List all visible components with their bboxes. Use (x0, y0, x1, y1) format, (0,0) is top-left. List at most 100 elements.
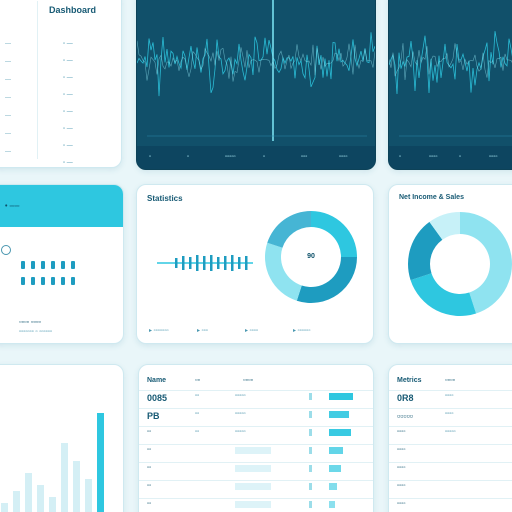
table-header-cell: Name (147, 377, 167, 384)
table-cell: ▫▫ (195, 393, 200, 399)
donut-slice (265, 242, 302, 301)
donut-slice (410, 273, 477, 316)
donut-slice (408, 221, 443, 281)
sidebar-item-right: ▫ — (63, 109, 73, 115)
donut-chart-right (408, 212, 512, 316)
donut-right-center-value: 88 (456, 260, 464, 267)
sidebar-item-left: — (5, 131, 11, 137)
mini-bar (217, 257, 220, 269)
kpi-header-label: • ▫▫▫▫ (5, 203, 20, 210)
waveform-footer-item: ▫▫▫▫ (489, 154, 498, 160)
table-cell: ▫▫▫▫ (397, 501, 406, 507)
sidebar-item-left: — (5, 113, 11, 119)
vertical-bar (13, 491, 20, 512)
progress-bar (329, 483, 337, 490)
waveform-footer-item: ▫ (263, 154, 266, 160)
table-cell: ▫▫▫▫ (397, 465, 406, 471)
table-cell: ▫▫ (147, 465, 152, 471)
mini-bar (175, 258, 178, 268)
waveform-footer-item: ▫ (187, 154, 190, 160)
waveform-chart-right (389, 31, 512, 137)
sidebar-item-left: — (5, 95, 11, 101)
donut-footer-item: ▸ ▫▫▫▫▫▫▫ (149, 328, 169, 334)
kpi-indicator (41, 261, 45, 269)
donut-slice (267, 211, 311, 248)
table-cell: ▫▫▫▫▫ (235, 429, 246, 435)
kpi-indicator (71, 277, 75, 285)
donut-footer-item: ▸ ▫▫▫▫▫▫ (293, 328, 311, 334)
table-divider (389, 390, 512, 391)
kpi-indicator (31, 261, 35, 269)
table-divider (389, 480, 512, 481)
table-cell: ▫▫ (147, 483, 152, 489)
bar-panel (0, 364, 124, 512)
sidebar-item-right: ▫ — (63, 160, 73, 166)
kpi-indicator (31, 277, 35, 285)
waveform-footer-item: ▫ (459, 154, 462, 160)
table-cell: ▫▫▫▫ (397, 429, 406, 435)
sidebar-item-right: ▫ — (63, 41, 73, 47)
progress-bar (329, 393, 353, 400)
table-cell: ▫▫ (195, 429, 200, 435)
table-divider (139, 480, 373, 481)
progress-bar (329, 429, 351, 436)
placeholder-bar (235, 447, 271, 454)
table-divider (139, 390, 373, 391)
sidebar-item-right: ▫ — (63, 126, 73, 132)
waveform-footer-item: ▫ (399, 154, 402, 160)
table-header-cell: ▫▫ (195, 377, 200, 384)
row-marker (309, 411, 312, 418)
kpi-indicator (61, 261, 65, 269)
table-cell: 0085 (147, 393, 168, 403)
donut-footer-item: ▸ ▫▫▫ (197, 328, 209, 334)
waveform-panel: ▫ ▫ ▫▫▫▫▫ ▫ ▫▫▫ ▫▫▫▫ (136, 0, 376, 170)
mini-bar (245, 256, 248, 270)
vertical-bar-chart (1, 413, 104, 512)
mini-bar (210, 255, 213, 271)
donut-panel: Statistics 90 ▸ ▫▫▫▫▫▫▫ ▸ ▫▫▫ ▸ ▫▫▫▫ ▸ ▫▫▫▫… (136, 184, 374, 344)
sidebar-item-left: — (5, 59, 11, 65)
progress-bar (329, 465, 341, 472)
table-divider (139, 498, 373, 499)
table-divider (389, 408, 512, 409)
sidebar-item-right: ▫ — (63, 92, 73, 98)
waveform-line (137, 40, 375, 82)
placeholder-bar (235, 465, 271, 472)
table-cell: ▫▫▫▫▫ (235, 411, 246, 417)
mini-bar (224, 256, 227, 270)
mini-bar (231, 255, 234, 271)
mini-bar (196, 255, 199, 271)
table-panel: Name ▫▫ ▫▫▫▫ 0085 ▫▫ ▫▫▫▫▫ PB ▫▫ ▫▫▫▫▫ ▫▫ ▫▫ ▫▫▫▫▫ ▫… (138, 364, 374, 512)
row-marker (309, 483, 312, 490)
donut-slice (296, 257, 357, 303)
vertical-bar (73, 461, 80, 512)
table-cell: ▫▫▫▫ (445, 411, 454, 417)
mini-bar (238, 257, 241, 269)
donut-panel-right: Net Income & Sales 88 (388, 184, 512, 344)
row-marker (309, 465, 312, 472)
table-cell: ▫▫▫▫▫ (235, 393, 246, 399)
table-header-cell: ▫▫▫▫ (243, 377, 253, 384)
waveform-chart (137, 0, 375, 141)
vertical-bar (49, 497, 56, 512)
donut-panel-right-title: Net Income & Sales (399, 194, 464, 201)
sidebar-item-left: — (5, 167, 11, 168)
circle-icon (1, 245, 11, 255)
table-divider (139, 444, 373, 445)
table-divider (389, 444, 512, 445)
donut-chart (265, 211, 357, 303)
table-cell: PB (147, 411, 160, 421)
vertical-bar (85, 479, 92, 512)
row-marker (309, 429, 312, 436)
vertical-bar (1, 503, 8, 512)
table-divider (389, 426, 512, 427)
kpi-indicator (51, 261, 55, 269)
mini-bar (182, 256, 185, 270)
mini-bar-chart (157, 255, 253, 271)
table-cell: ▫▫▫▫ (397, 447, 406, 453)
table-divider (139, 462, 373, 463)
kpi-indicator (41, 277, 45, 285)
waveform-footer-item: ▫▫▫▫▫ (225, 154, 236, 160)
kpi-indicator (21, 277, 25, 285)
waveform-footer-item: ▫▫▫▫ (339, 154, 348, 160)
